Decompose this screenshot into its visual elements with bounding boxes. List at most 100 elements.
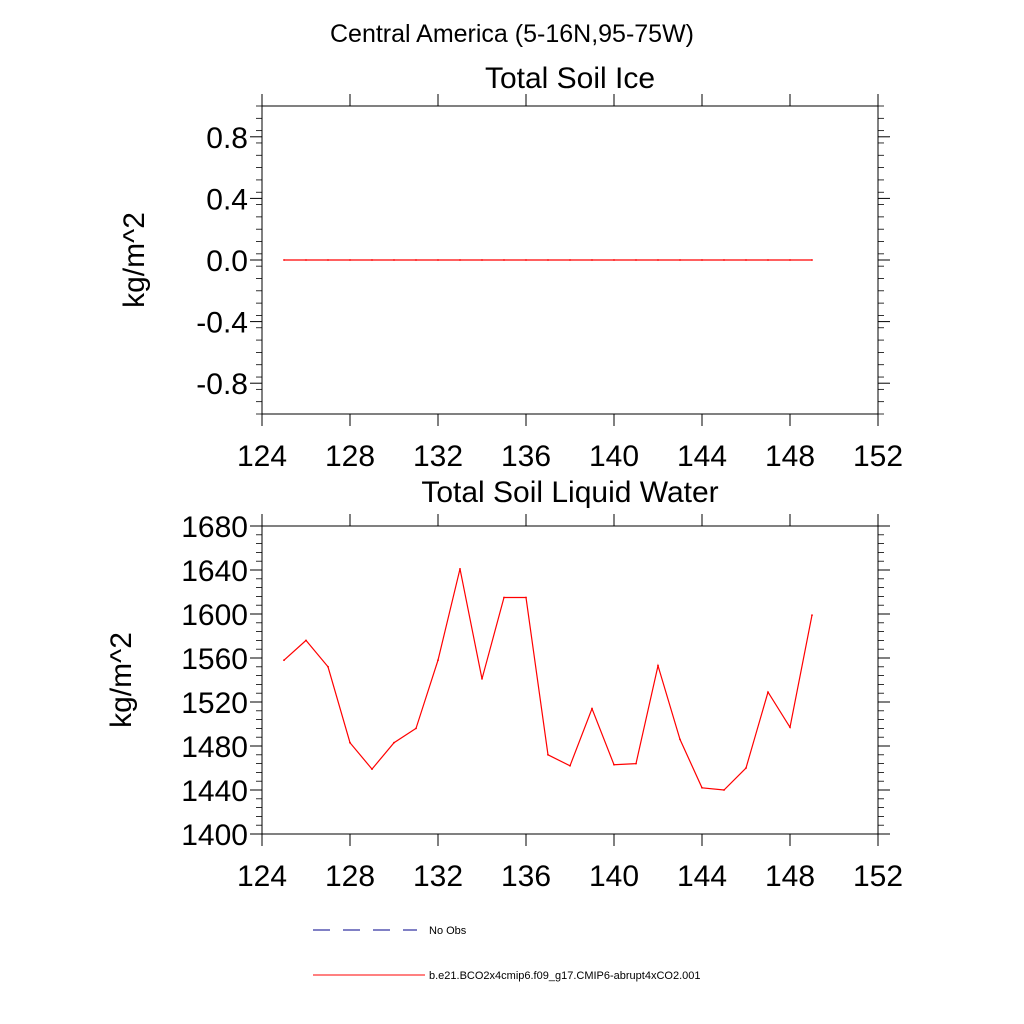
plot-frame bbox=[261, 525, 879, 835]
x-tick-label: 152 bbox=[853, 860, 903, 893]
legend-item-model: b.e21.BCO2x4cmip6.f09_g17.CMIP6-abrupt4x… bbox=[313, 970, 701, 982]
data-point bbox=[767, 259, 769, 261]
data-point bbox=[657, 664, 659, 667]
x-tick-labels: 124 128 132 136 140 144 148 152 bbox=[237, 440, 903, 473]
x-tick-label: 152 bbox=[853, 440, 903, 473]
legend: No Obs b.e21.BCO2x4cmip6.f09_g17.CMIP6-a… bbox=[313, 925, 701, 982]
data-point bbox=[437, 259, 439, 261]
data-point bbox=[283, 259, 285, 261]
data-point bbox=[789, 726, 791, 729]
series-lines bbox=[283, 568, 813, 791]
data-point bbox=[591, 259, 593, 261]
x-tick-label: 124 bbox=[237, 440, 287, 473]
data-point bbox=[327, 259, 329, 261]
data-point bbox=[349, 259, 351, 261]
data-point bbox=[569, 259, 571, 261]
panel-title: Total Soil Liquid Water bbox=[421, 476, 718, 509]
major-ticks bbox=[250, 94, 890, 426]
major-ticks bbox=[250, 514, 890, 846]
x-tick-label: 136 bbox=[501, 440, 551, 473]
data-point bbox=[723, 789, 725, 791]
data-point bbox=[283, 659, 285, 662]
data-point bbox=[525, 596, 527, 599]
panel-soil-ice: Total Soil Ice kg/m^2 0.80.40.0-0.4-0.8 … bbox=[118, 62, 903, 473]
x-tick-labels: 124 128 132 136 140 144 148 152 bbox=[237, 860, 903, 893]
x-tick-label: 132 bbox=[413, 860, 463, 893]
data-point bbox=[459, 568, 461, 570]
y-tick-label: 1440 bbox=[181, 775, 248, 808]
series-line bbox=[283, 568, 813, 791]
minor-ticks bbox=[256, 525, 884, 835]
data-point bbox=[481, 678, 483, 680]
y-tick-label: -0.4 bbox=[196, 307, 248, 340]
series-lines bbox=[283, 259, 813, 261]
x-tick-label: 136 bbox=[501, 860, 551, 893]
data-point bbox=[613, 259, 615, 261]
data-point bbox=[547, 259, 549, 261]
y-tick-label: -0.8 bbox=[196, 368, 248, 401]
y-tick-label: 1480 bbox=[181, 731, 248, 764]
data-point bbox=[349, 741, 351, 744]
data-point bbox=[525, 259, 527, 261]
data-point bbox=[635, 762, 637, 765]
x-tick-label: 144 bbox=[677, 440, 727, 473]
y-tick-label: 0.8 bbox=[206, 122, 248, 155]
data-point bbox=[481, 259, 483, 261]
data-point bbox=[701, 786, 703, 789]
data-point bbox=[679, 738, 681, 741]
data-point bbox=[723, 259, 725, 261]
data-point bbox=[305, 259, 307, 261]
data-point bbox=[415, 259, 417, 261]
y-tick-label: 1520 bbox=[181, 687, 248, 720]
panel-title: Total Soil Ice bbox=[485, 62, 655, 95]
x-tick-label: 128 bbox=[325, 440, 375, 473]
data-point bbox=[811, 614, 813, 616]
data-point bbox=[437, 659, 439, 662]
data-point bbox=[371, 768, 373, 770]
data-point bbox=[745, 767, 747, 769]
legend-item-obs: No Obs bbox=[313, 925, 467, 937]
x-tick-label: 148 bbox=[765, 860, 815, 893]
data-point bbox=[503, 596, 505, 599]
legend-label: No Obs bbox=[429, 925, 467, 937]
data-point bbox=[657, 259, 659, 261]
y-tick-label: 1600 bbox=[181, 599, 248, 632]
data-point bbox=[767, 691, 769, 693]
data-point bbox=[811, 259, 813, 261]
data-point bbox=[679, 259, 681, 261]
y-tick-label: 1640 bbox=[181, 555, 248, 588]
x-tick-label: 124 bbox=[237, 860, 287, 893]
y-tick-label: 0.0 bbox=[206, 245, 248, 278]
y-tick-label: 1400 bbox=[181, 819, 248, 852]
x-tick-label: 140 bbox=[589, 860, 639, 893]
y-tick-labels: 1680 1640 1600 1560 1520 1480 1440 1400 bbox=[181, 511, 248, 852]
y-axis-label: kg/m^2 bbox=[105, 632, 138, 728]
data-point bbox=[569, 764, 571, 767]
data-point bbox=[745, 259, 747, 261]
y-tick-label: 0.4 bbox=[206, 183, 248, 216]
data-point bbox=[635, 259, 637, 261]
data-point bbox=[503, 259, 505, 261]
data-point bbox=[305, 639, 307, 642]
x-tick-label: 144 bbox=[677, 860, 727, 893]
data-point bbox=[459, 259, 461, 261]
panel-soil-liquid-water: Total Soil Liquid Water kg/m^2 168016401… bbox=[105, 476, 903, 893]
x-tick-label: 132 bbox=[413, 440, 463, 473]
y-tick-labels: 0.8 0.4 0.0 -0.4 -0.8 bbox=[196, 122, 248, 401]
x-tick-label: 128 bbox=[325, 860, 375, 893]
y-tick-label: 1680 bbox=[181, 511, 248, 544]
data-point bbox=[415, 727, 417, 730]
data-point bbox=[393, 741, 395, 744]
legend-label: b.e21.BCO2x4cmip6.f09_g17.CMIP6-abrupt4x… bbox=[429, 970, 701, 982]
data-point bbox=[591, 707, 593, 710]
y-tick-label: 1560 bbox=[181, 643, 248, 676]
data-point bbox=[613, 763, 615, 766]
data-point bbox=[371, 259, 373, 261]
data-point bbox=[701, 259, 703, 261]
data-point bbox=[327, 665, 329, 668]
figure-title: Central America (5-16N,95-75W) bbox=[330, 20, 694, 48]
y-axis-label: kg/m^2 bbox=[118, 212, 151, 308]
x-tick-label: 140 bbox=[589, 440, 639, 473]
data-point bbox=[393, 259, 395, 261]
